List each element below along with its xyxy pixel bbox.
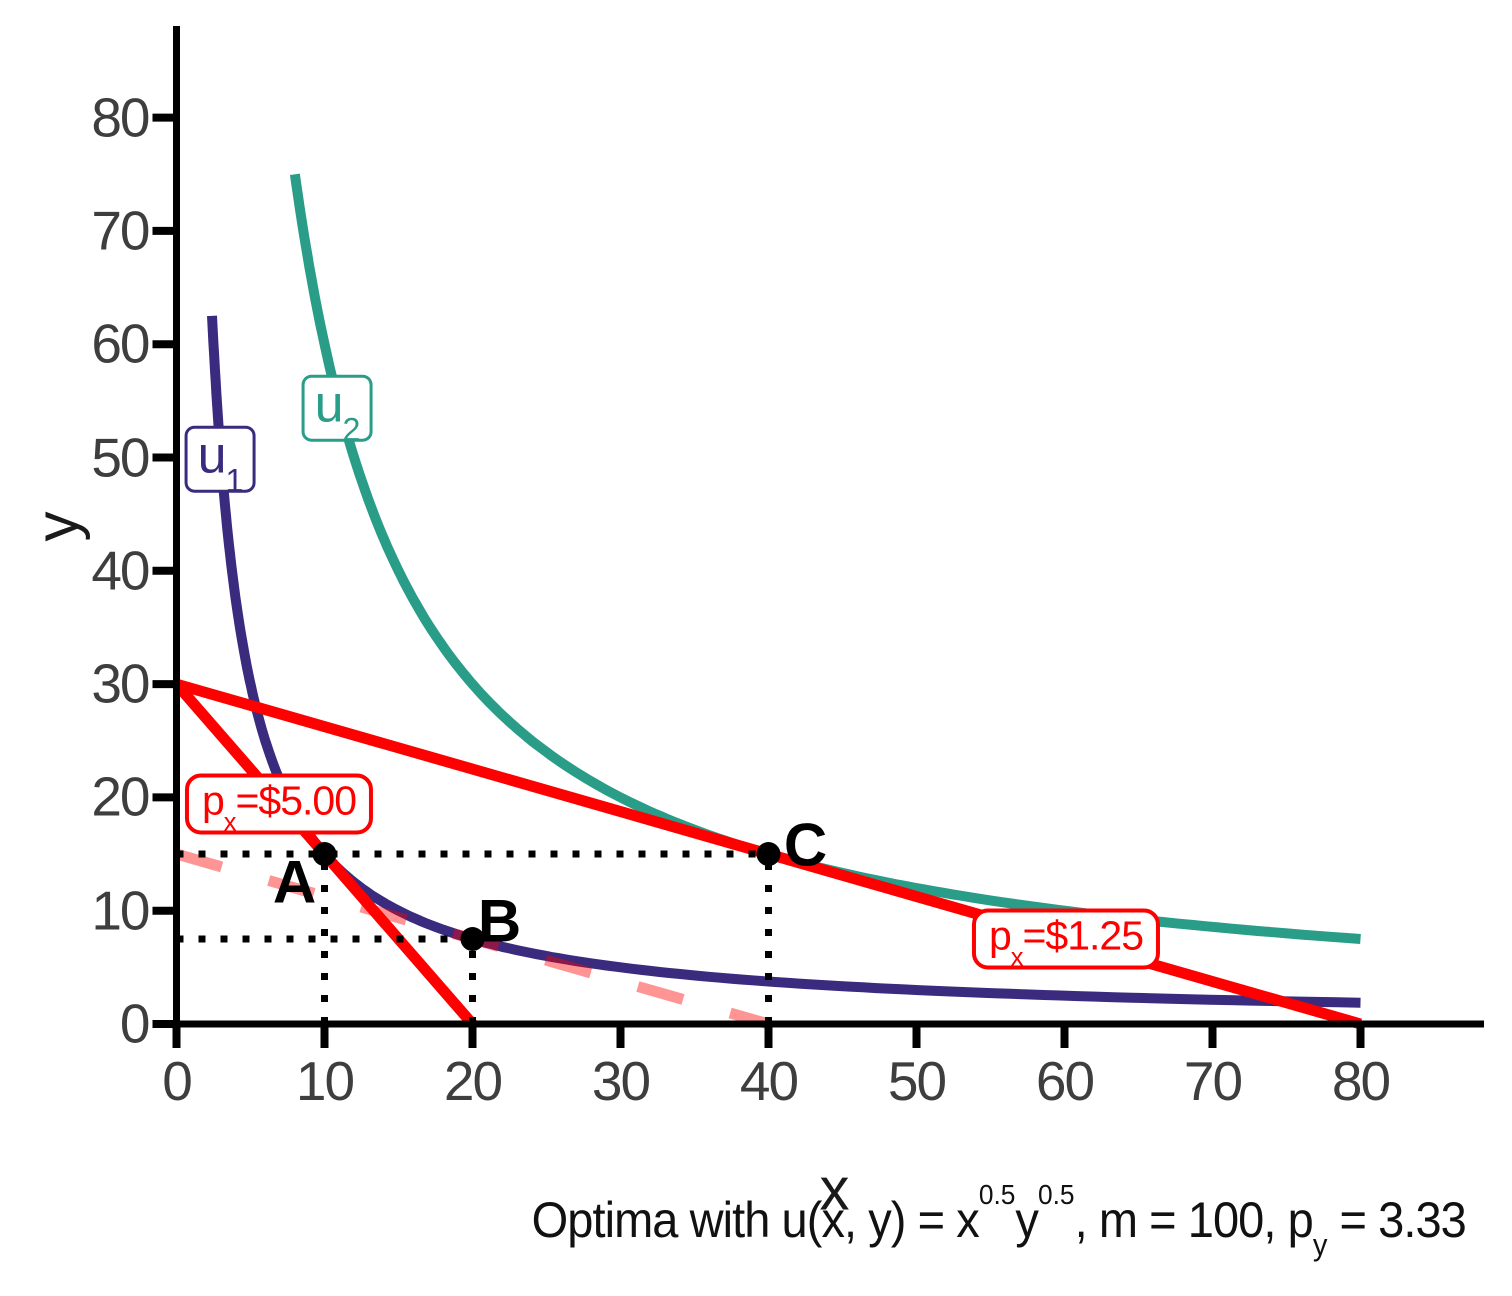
price-label-low-sub: x xyxy=(1010,943,1024,972)
price-label-high-value: =$5.00 xyxy=(235,777,357,824)
y-axis-title: y xyxy=(23,512,91,542)
caption-sup1: 0.5 xyxy=(978,1178,1016,1210)
optimum-point-A xyxy=(312,842,337,867)
price-label-low-base: p xyxy=(988,912,1012,959)
u2-curve-label-sub: 2 xyxy=(342,412,360,449)
figure-caption: Optima with u(x, y) = x0.5y0.5, m = 100,… xyxy=(531,1180,1467,1259)
y-tick-label-0: 0 xyxy=(119,992,151,1055)
price-label-high-base: p xyxy=(201,777,225,824)
price-label-low-value: =$1.25 xyxy=(1022,912,1144,959)
x-tick-label-80: 80 xyxy=(1331,1050,1391,1112)
caption-mid: y xyxy=(1015,1192,1039,1248)
x-tick-label-0: 0 xyxy=(162,1050,193,1112)
point-label-A: A xyxy=(272,848,316,916)
indifference-curve-u1 xyxy=(207,315,1361,1008)
y-tick-label-30: 30 xyxy=(91,652,150,715)
y-tick-label-40: 40 xyxy=(91,539,150,602)
optimum-point-B xyxy=(460,927,485,952)
x-tick-label-50: 50 xyxy=(887,1050,947,1112)
x-tick-label-30: 30 xyxy=(591,1050,651,1112)
u2-curve-label-base: u xyxy=(314,375,344,434)
price-label-high-sub: x xyxy=(223,808,237,837)
caption-pre: Optima with u(x, y) = x xyxy=(531,1192,980,1248)
indifference-curve-u2 xyxy=(289,173,1361,944)
point-label-C: C xyxy=(783,811,827,879)
y-tick-label-10: 10 xyxy=(91,879,150,942)
x-tick-label-60: 60 xyxy=(1035,1050,1095,1112)
caption-sub1: y xyxy=(1312,1226,1328,1262)
price-label-px-1-25: px=$1.25 xyxy=(971,908,1161,972)
u1-curve-label-sub: 1 xyxy=(225,463,243,500)
y-tick-label-50: 50 xyxy=(91,426,150,488)
caption-post2: = 3.33 xyxy=(1327,1192,1467,1248)
u1-curve-label-base: u xyxy=(197,426,227,485)
x-tick-label-70: 70 xyxy=(1183,1050,1243,1112)
y-tick-label-20: 20 xyxy=(91,765,150,828)
u1-curve-label: u1 xyxy=(184,425,256,497)
u2-curve-label: u2 xyxy=(301,374,373,446)
x-tick-label-40: 40 xyxy=(739,1050,799,1112)
y-tick-label-80: 80 xyxy=(91,86,150,149)
y-tick-label-70: 70 xyxy=(91,199,150,262)
point-label-B: B xyxy=(477,887,521,955)
x-tick-label-10: 10 xyxy=(295,1050,355,1112)
caption-post1: , m = 100, p xyxy=(1074,1192,1314,1248)
y-tick-label-60: 60 xyxy=(91,312,150,375)
x-tick-label-20: 20 xyxy=(443,1050,503,1112)
x-axis-title: x xyxy=(819,1155,850,1223)
caption-sup2: 0.5 xyxy=(1038,1178,1075,1210)
price-label-px-5-00: px=$5.00 xyxy=(184,773,374,837)
optimum-point-C xyxy=(756,842,781,867)
